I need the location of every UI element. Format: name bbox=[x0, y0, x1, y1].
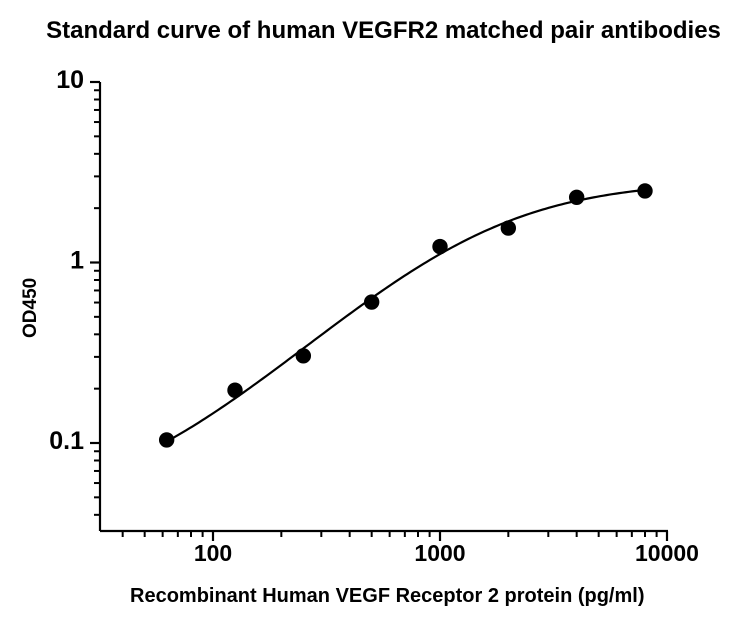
svg-text:10000: 10000 bbox=[635, 540, 699, 566]
svg-text:100: 100 bbox=[194, 540, 232, 566]
svg-text:0.1: 0.1 bbox=[49, 427, 84, 455]
svg-text:10: 10 bbox=[56, 66, 84, 94]
svg-text:1000: 1000 bbox=[414, 540, 465, 566]
svg-text:1: 1 bbox=[70, 247, 84, 275]
